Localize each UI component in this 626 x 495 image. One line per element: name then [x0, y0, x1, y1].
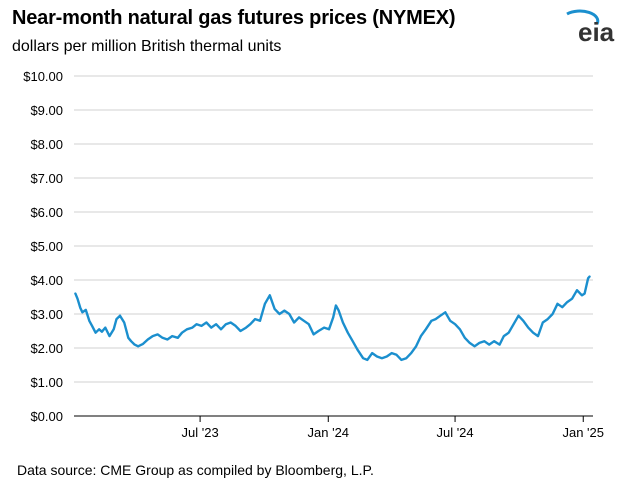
y-tick-label: $2.00 — [30, 341, 63, 356]
series-group — [74, 275, 591, 362]
y-tick-label: $0.00 — [30, 409, 63, 424]
series-line — [74, 275, 591, 362]
eia-logo-icon[interactable]: eia — [557, 8, 617, 44]
y-tick-label: $7.00 — [30, 171, 63, 186]
y-tick-label: $5.00 — [30, 239, 63, 254]
page-title: Near-month natural gas futures prices (N… — [12, 7, 456, 29]
page-subtitle: dollars per million British thermal unit… — [12, 38, 282, 55]
y-tick-label: $4.00 — [30, 273, 63, 288]
x-tick-label: Jan '25 — [562, 425, 604, 440]
logo-arc-icon — [566, 9, 600, 25]
x-tick-label: Jul '23 — [182, 425, 219, 440]
y-tick-label: $9.00 — [30, 103, 63, 118]
y-tick-label: $8.00 — [30, 137, 63, 152]
x-tick-label: Jul '24 — [436, 425, 473, 440]
data-source-note: Data source: CME Group as compiled by Bl… — [17, 462, 374, 478]
y-axis-tick-labels: $0.00 $1.00 $2.00 $3.00 $4.00 $5.00 $6.00 $7.00… — [23, 69, 63, 424]
y-tick-label: $1.00 — [30, 375, 63, 390]
y-tick-label: $10.00 — [23, 69, 63, 84]
logo-text: eia — [578, 17, 615, 44]
line-chart: $0.00 $1.00 $2.00 $3.00 $4.00 $5.00 $6.00 $7.00… — [23, 69, 604, 440]
y-tick-label: $3.00 — [30, 307, 63, 322]
x-axis: Jul '23 Jan '24 Jul '24 Jan '25 — [74, 415, 604, 440]
y-tick-label: $6.00 — [30, 205, 63, 220]
x-tick-label: Jan '24 — [308, 425, 350, 440]
